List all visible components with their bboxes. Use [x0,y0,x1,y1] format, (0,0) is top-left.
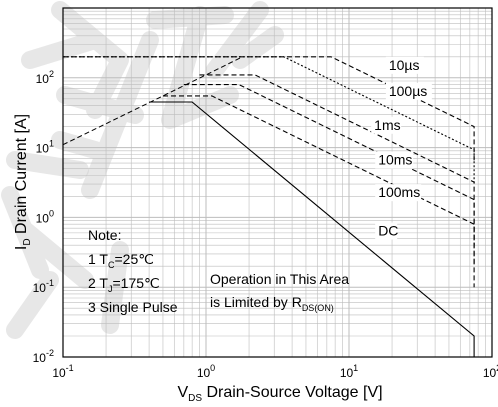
y-tick-label: 101 [36,139,54,156]
note-line: 1 TC=25℃ [88,251,154,270]
y-tick-label: 100 [36,208,54,225]
x-tick-label: 10-1 [52,363,73,380]
x-tick-label: 101 [340,363,358,380]
y-axis-title: ID Drain Current [A] [13,114,33,250]
y-tick-label: 102 [36,69,54,86]
axis-titles: VDS Drain-Source Voltage [V] ID Drain Cur… [13,114,383,404]
series-label-bg [375,151,414,169]
series-label: 100ms [378,184,420,200]
series-label-bg [371,116,402,134]
rds-limit-path [62,56,243,146]
area-note-line: is Limited by RDS(ON) [210,294,334,313]
series-line-1ms [199,74,475,246]
series-label-bg [385,82,432,100]
y-tick-label: 10-2 [33,348,54,365]
series-line-100ms [163,95,475,288]
series-label: 10ms [378,152,412,168]
area-note-line: Operation in This Area [210,271,349,287]
notes: Note: 1 TC=25℃ 2 TJ=175℃ 3 Single Pulse Oper… [88,227,349,315]
x-tick-label: 100 [197,363,215,380]
grid [62,7,493,358]
plot-frame [62,7,493,358]
series-label: 100µs [389,83,427,99]
series-line-100s [63,56,475,185]
x-axis-title: VDS Drain-Source Voltage [V] [177,384,382,404]
note-line: Note: [88,227,121,243]
series-label-bg [375,184,422,202]
note-line: 2 TJ=175℃ [88,275,160,294]
series-label-bg [375,222,398,240]
series-line-10ms [183,84,475,265]
series-label: DC [378,223,398,239]
series-labels: 10µs 100µs 1ms 10ms 100ms DC [371,56,432,240]
series-label-bg [385,56,424,74]
x-tick-label: 102 [483,363,498,380]
rds-limit-line [62,56,243,146]
y-tick-label: 10-1 [33,278,54,295]
series-line-dc [149,101,475,357]
series-label: 10µs [389,57,420,73]
series-label: 1ms [374,117,400,133]
note-line: 3 Single Pulse [88,299,178,315]
